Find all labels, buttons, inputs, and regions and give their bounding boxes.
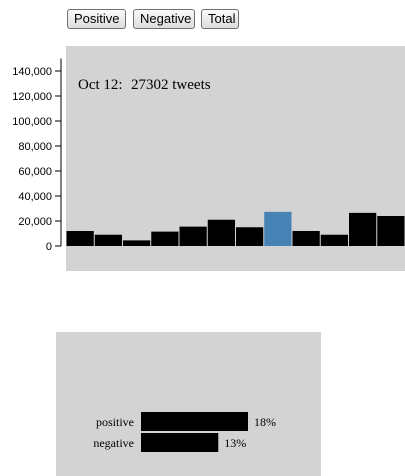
bar[interactable] [292, 231, 320, 246]
bar[interactable] [179, 226, 207, 246]
bar[interactable] [151, 231, 179, 246]
y-tick-label: 120,000 [12, 91, 52, 103]
highlighted-bar[interactable] [264, 211, 292, 246]
y-tick-label: 40,000 [18, 191, 52, 203]
bar[interactable] [320, 234, 348, 246]
tooltip-date: Oct 12: [78, 77, 123, 93]
y-tick-label: 60,000 [18, 166, 52, 178]
plot-background [66, 46, 405, 271]
value-label: 18% [254, 415, 276, 429]
bar[interactable] [349, 212, 377, 246]
bar[interactable] [94, 234, 122, 246]
bar[interactable] [377, 216, 405, 246]
y-tick-label: 100,000 [12, 116, 52, 128]
y-tick-label: 0 [46, 241, 52, 253]
bar[interactable] [66, 231, 94, 246]
sentiment-panel: positive 18% negative 13% [56, 332, 321, 476]
tooltip-tweet-count: 27302 tweets [131, 77, 211, 93]
y-tick-label: 20,000 [18, 216, 52, 228]
sentiment-bar [141, 433, 219, 452]
bar[interactable] [236, 227, 264, 246]
sentiment-bar-chart: positive 18% negative 13% [93, 412, 276, 452]
negative-button[interactable]: Negative [133, 9, 195, 29]
tweet-volume-chart: 0 20,000 40,000 60,000 80,000 100,000 120,000 1… [12, 46, 405, 271]
bar[interactable] [207, 219, 235, 246]
y-axis: 0 20,000 40,000 60,000 80,000 100,000 120,000 1… [12, 58, 62, 253]
y-tick-label: 80,000 [18, 141, 52, 153]
y-tick-label: 140,000 [12, 66, 52, 78]
sentiment-bar [141, 412, 248, 431]
bar-series [66, 211, 405, 246]
bar[interactable] [123, 240, 151, 246]
value-label: 13% [224, 436, 246, 450]
category-label: negative [93, 436, 134, 450]
category-label: positive [96, 415, 134, 429]
total-button[interactable]: Total [201, 9, 239, 29]
positive-button[interactable]: Positive [67, 9, 126, 29]
